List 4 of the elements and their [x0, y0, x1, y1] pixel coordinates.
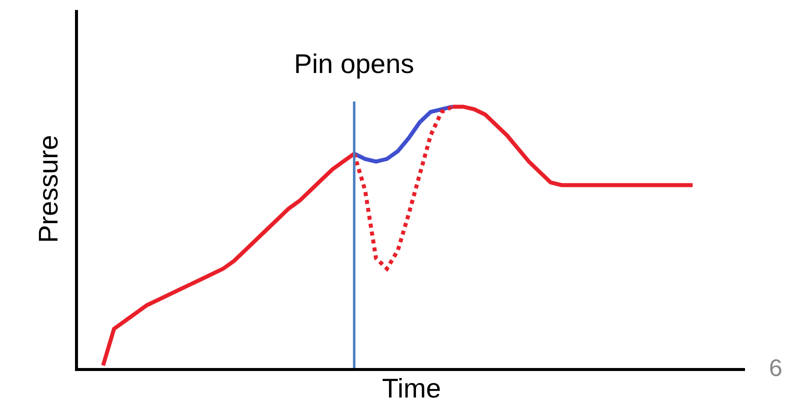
- y-axis-title: Pressure: [33, 134, 64, 244]
- text: 6: [769, 355, 782, 382]
- x-axis-title: Time: [382, 374, 441, 404]
- text: Pin opens: [294, 49, 414, 79]
